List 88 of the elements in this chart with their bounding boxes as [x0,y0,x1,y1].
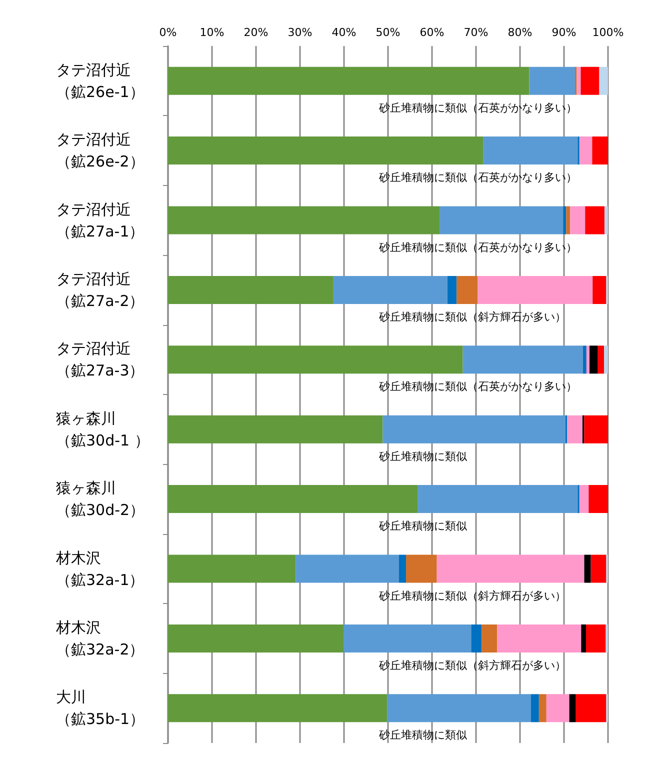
bar [168,624,344,652]
bar [168,554,296,583]
bar [168,206,440,234]
y-tick-label: タテ沼付近（鉱26e-1） [56,60,144,101]
bar [590,346,598,374]
bar [483,136,578,165]
bar [168,66,530,95]
x-tick-label: 20% [244,26,268,39]
bar [590,554,606,583]
bar [582,346,586,374]
bar [586,346,590,374]
x-tick-label: 40% [332,26,356,39]
bar [584,554,591,583]
bar [592,136,608,165]
annotation: 砂丘堆積物に類似（斜方輝石が多い） [378,658,566,672]
bar [168,415,383,444]
bar [546,694,570,722]
bar [478,276,593,304]
bar [168,485,418,514]
x-tick-label: 10% [200,26,224,39]
bar [333,276,448,304]
bar [296,554,399,583]
bar [570,206,586,234]
annotation: 砂丘堆積物に類似（石英がかなり多い） [378,101,578,114]
bar [168,136,484,165]
bar [529,66,575,95]
y-tick-label: タテ沼付近（鉱27a-3） [56,340,144,380]
annotation: 砂丘堆積物に類似 [378,520,468,533]
bar [436,554,584,583]
annotation: 砂丘堆積物に類似（斜方輝石が多い） [378,310,566,324]
bar [586,624,606,652]
bar [579,485,589,514]
bar [584,415,608,444]
annotation: 砂丘堆積物に類似（石英がかなり多い） [378,171,578,184]
x-tick-label: 30% [288,26,312,39]
annotation: 砂丘堆積物に類似（石英がかなり多い） [378,240,578,254]
bar [604,206,608,234]
annotation: 砂丘堆積物に類似（石英がかなり多い） [378,380,578,394]
bar [462,346,583,374]
bar [598,346,604,374]
annotation: 砂丘堆積物に類似 [378,450,468,463]
bar [471,624,482,652]
x-tick-label: 70% [464,26,488,39]
bar [581,624,586,652]
x-tick-label: 100% [592,26,624,39]
bar [168,694,388,722]
bar [599,66,608,95]
bar [418,485,578,514]
y-tick-label: タテ沼付近（鉱27a-1） [56,200,144,240]
y-tick-label: 大川（鉱35b-1） [56,688,145,728]
bar [387,694,531,722]
bar [440,206,564,234]
x-tick-label: 0% [159,26,177,39]
bar [588,485,608,514]
bar [567,415,582,444]
bar [344,624,472,652]
y-tick-label: タテ沼付近（鉱26e-2） [56,130,144,171]
bar [406,554,437,583]
bar [580,66,600,95]
bar [456,276,478,304]
x-tick-label: 50% [376,26,400,39]
bar [604,346,608,374]
x-tick-label: 60% [420,26,444,39]
bar [566,206,570,234]
annotation: 砂丘堆積物に類似（斜方輝石が多い） [378,589,566,602]
y-tick-label: 材木沢（鉱32a-2） [55,618,144,658]
x-tick-label: 90% [552,26,576,39]
bar [399,554,406,583]
bar [576,694,606,722]
y-tick-label: 材木沢（鉱32a-1） [55,548,144,589]
x-tick-label: 80% [508,26,532,39]
bar [563,206,566,234]
bar [569,694,576,722]
bar [579,136,592,165]
y-tick-label: 猿ヶ森川（鉱30d-1 ） [56,409,150,450]
bar [168,346,463,374]
bar [447,276,457,304]
bar [592,276,606,304]
bar [168,276,334,304]
y-tick-label: 猿ヶ森川（鉱30d-2） [56,479,145,520]
y-tick-label: タテ沼付近（鉱27a-2） [56,270,144,310]
bar [497,624,582,652]
bar [382,415,566,444]
annotation: 砂丘堆積物に類似 [378,728,468,742]
bar [585,206,604,234]
bar [538,694,546,722]
bar [531,694,539,722]
bar [482,624,498,652]
